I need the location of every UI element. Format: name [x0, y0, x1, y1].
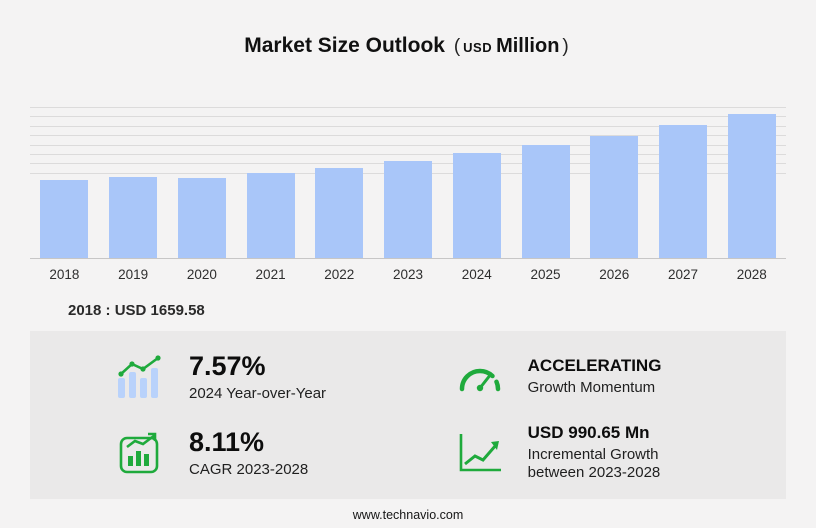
- bar-2027: [658, 125, 707, 258]
- bar-2020: [177, 178, 226, 258]
- gridline: [30, 116, 786, 118]
- page-title: Market Size Outlook (USD Million): [0, 34, 816, 58]
- incremental-value: USD 990.65 Mn: [527, 422, 650, 442]
- gridline: [30, 153, 786, 155]
- base-year-callout: 2018 : USD 1659.58: [68, 302, 205, 319]
- yoy-bars-icon: [115, 354, 167, 400]
- bar-2021: [246, 173, 295, 258]
- x-axis-label: 2025: [530, 267, 561, 282]
- title-text: Market Size Outlook: [244, 34, 445, 57]
- bar-2018: [40, 180, 89, 258]
- x-axis-label: 2028: [736, 267, 767, 282]
- bar-slot: 2018: [30, 108, 99, 282]
- yoy-label: 2024 Year-over-Year: [189, 384, 327, 402]
- bar-2025: [521, 144, 570, 258]
- bar-slot: 2027: [649, 108, 718, 282]
- title-unit-scale: Million: [496, 35, 560, 57]
- stat-momentum: ACCELERATING Growth Momentum: [454, 356, 756, 397]
- bar-2019: [109, 177, 158, 258]
- incremental-growth-icon: [454, 432, 506, 474]
- bar-slot: 2025: [511, 108, 580, 282]
- x-axis-label: 2027: [667, 267, 698, 282]
- x-axis-label: 2019: [118, 267, 149, 282]
- x-axis-line: [30, 258, 786, 259]
- title-unit-currency: USD: [463, 40, 493, 55]
- bar-2023: [384, 160, 433, 258]
- bar-slot: 2024: [442, 108, 511, 282]
- bar-slot: 2026: [580, 108, 649, 282]
- bar-slot: 2021: [236, 108, 305, 282]
- cagr-value: 8.11%: [189, 426, 265, 457]
- title-paren-close: ): [562, 36, 569, 57]
- x-axis-label: 2022: [324, 267, 355, 282]
- gridline: [30, 144, 786, 146]
- bar-2026: [590, 135, 639, 258]
- bar-slots: 2018 2019 2020 2021 2022 2023 2024 2025 2026 2027…: [30, 108, 786, 282]
- bar-2022: [315, 168, 364, 258]
- x-axis-label: 2024: [461, 267, 492, 282]
- bar-slot: 2019: [99, 108, 168, 282]
- momentum-value: ACCELERATING: [527, 356, 662, 376]
- momentum-label: Growth Momentum: [527, 378, 656, 396]
- speedometer-icon: [454, 361, 506, 393]
- website-link[interactable]: www.technavio.com: [352, 508, 464, 522]
- cagr-chart-icon: [115, 430, 167, 476]
- incremental-label: Incremental Growth between 2023-2028: [527, 445, 661, 482]
- bar-2028: [727, 114, 776, 258]
- x-axis-label: 2023: [393, 267, 424, 282]
- cagr-label: CAGR 2023-2028: [189, 460, 309, 478]
- stat-yoy: 7.57% 2024 Year-over-Year: [115, 351, 454, 404]
- yoy-value: 7.57%: [189, 350, 266, 381]
- title-paren-open: (: [453, 36, 461, 57]
- x-axis-label: 2021: [255, 267, 286, 282]
- gridline: [30, 125, 786, 127]
- market-size-bar-chart: 2018 2019 2020 2021 2022 2023 2024 2025 2026 2027…: [30, 107, 786, 286]
- stat-cagr: 8.11% CAGR 2023-2028: [115, 427, 454, 480]
- x-axis-label: 2018: [49, 267, 80, 282]
- bar-slot: 2020: [167, 108, 236, 282]
- x-axis-label: 2026: [599, 267, 630, 282]
- gridline: [30, 135, 786, 137]
- x-axis-label: 2020: [186, 267, 217, 282]
- bar-2024: [452, 153, 501, 258]
- bar-slot: 2023: [374, 108, 443, 282]
- bar-slot: 2022: [305, 108, 374, 282]
- gridline: [30, 107, 786, 108]
- stat-incremental: USD 990.65 Mn Incremental Growth between…: [454, 423, 756, 483]
- stats-panel: 7.57% 2024 Year-over-Year ACCELERATING G…: [30, 331, 786, 499]
- bar-slot: 2028: [717, 108, 786, 282]
